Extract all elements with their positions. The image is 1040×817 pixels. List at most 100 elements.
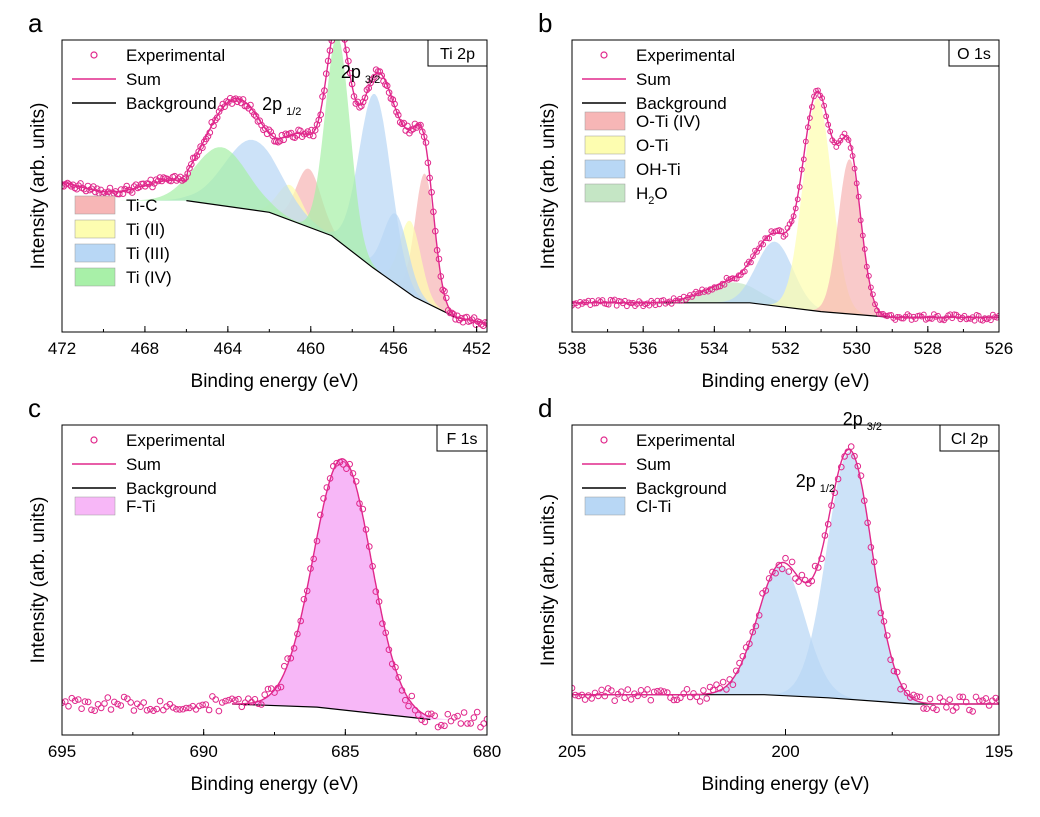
data-point [792, 575, 799, 582]
data-point [821, 102, 827, 109]
data-point [409, 125, 417, 133]
data-point [356, 500, 363, 507]
data-point [348, 80, 356, 88]
data-point [844, 448, 852, 456]
data-point [437, 721, 445, 729]
data-point [926, 695, 934, 703]
data-point [598, 686, 605, 694]
legend-label: Sum [126, 70, 161, 89]
data-point [97, 704, 105, 712]
data-point [778, 565, 786, 573]
data-point [785, 568, 793, 575]
data-point [601, 692, 609, 700]
data-point [315, 116, 323, 124]
data-point [359, 505, 367, 513]
data-point [267, 128, 275, 136]
data-point [719, 678, 727, 686]
x-tick-label: 200 [771, 742, 799, 761]
panel-letter: c [28, 393, 41, 423]
data-point [199, 701, 206, 709]
plot-area [572, 443, 999, 715]
data-point [752, 247, 758, 254]
data-point [222, 697, 229, 705]
data-point [254, 700, 262, 708]
data-point [631, 690, 638, 698]
data-point [212, 696, 219, 703]
data-point [959, 693, 967, 701]
legend-label: Sum [126, 455, 161, 474]
data-point [324, 57, 332, 65]
legend-label: Experimental [636, 46, 735, 65]
data-point [896, 314, 903, 320]
data-point [884, 632, 891, 639]
data-point [173, 705, 180, 713]
data-point [330, 462, 337, 470]
data-point [428, 710, 435, 718]
peak-ti-iii--5 [293, 94, 458, 318]
data-point [277, 683, 285, 691]
data-point [391, 100, 398, 108]
data-point [788, 558, 796, 566]
data-point [206, 129, 214, 136]
data-point [972, 693, 980, 701]
data-point [847, 443, 855, 450]
peak-o-ti-iv--3 [790, 159, 909, 318]
data-point [94, 701, 102, 708]
x-axis-label: Binding energy (eV) [702, 774, 870, 795]
fill-legend-label: H2O [636, 184, 668, 207]
data-point [680, 690, 688, 697]
data-point [346, 460, 354, 468]
data-point [673, 696, 681, 704]
data-point [443, 294, 450, 302]
data-point [68, 694, 76, 702]
data-point [91, 707, 98, 715]
data-point [228, 695, 236, 703]
data-point [156, 697, 164, 705]
data-point [723, 274, 730, 281]
x-tick-label: 530 [842, 339, 870, 358]
x-tick-label: 532 [771, 339, 799, 358]
fill-legend-label: O-Ti (IV) [636, 112, 701, 131]
data-point [989, 697, 996, 705]
data-point [369, 76, 376, 83]
data-point [765, 575, 773, 582]
peak-annotation: 2p 3/2 [341, 62, 380, 86]
data-point [415, 711, 422, 719]
data-point [863, 263, 870, 270]
data-point [421, 718, 429, 726]
data-point [696, 698, 704, 705]
x-axis-label: Binding energy (eV) [191, 371, 359, 392]
data-point [130, 183, 138, 190]
data-point [84, 698, 92, 706]
data-point [156, 174, 164, 181]
plot-area [62, 18, 487, 330]
data-point [241, 699, 249, 707]
data-point [378, 72, 386, 79]
data-point [430, 208, 437, 216]
data-point [907, 694, 914, 701]
data-point [361, 94, 369, 102]
data-point [336, 18, 342, 24]
data-point [726, 676, 734, 683]
data-point [297, 617, 305, 625]
data-point [219, 100, 227, 108]
data-point [861, 246, 868, 253]
data-point [746, 640, 753, 648]
data-point [732, 667, 740, 675]
data-point [354, 98, 362, 106]
data-point [395, 674, 403, 681]
data-point [439, 286, 447, 294]
data-point [614, 690, 622, 698]
data-point [434, 723, 442, 731]
data-point [775, 561, 783, 569]
data-point [209, 693, 216, 700]
data-point [317, 511, 324, 519]
data-point [833, 144, 840, 150]
y-axis-label: Intensity (arb. units.) [538, 494, 559, 666]
data-point [792, 205, 799, 212]
data-point [811, 562, 819, 570]
data-point [477, 723, 484, 731]
data-point [150, 707, 157, 715]
panel-c: 695 690 685 680 Binding energy (eV) Intensity… [28, 393, 501, 795]
data-point [133, 700, 141, 708]
